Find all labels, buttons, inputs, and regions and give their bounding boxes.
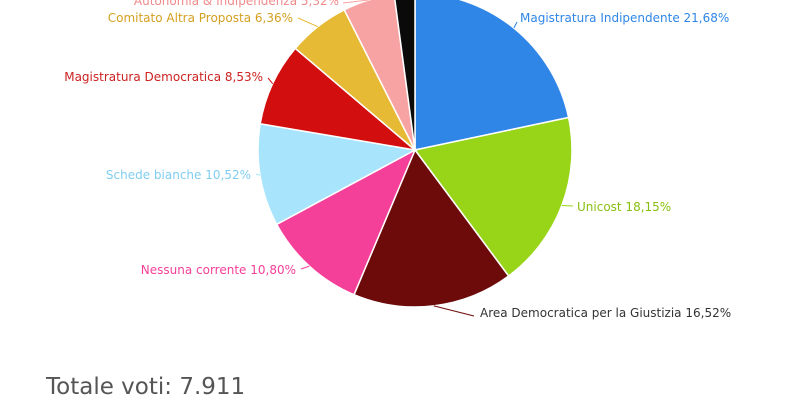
slice-label-7: Comitato Altra Proposta 6,36% (108, 11, 293, 25)
leader-line-6 (267, 77, 274, 85)
leader-line-7 (297, 17, 319, 28)
leader-line-8 (342, 0, 369, 4)
total-votes: Totale voti: 7.911 (46, 374, 246, 400)
pie-slice-4 (275, 148, 417, 296)
slice-label-3: Area Democratica per la Giustizia 16,52% (480, 306, 731, 320)
pie-slice-6 (259, 47, 418, 152)
slice-label-6: Magistratura Democratica 8,53% (64, 70, 263, 84)
leader-line-1 (513, 21, 518, 29)
leader-line-4 (300, 265, 310, 270)
leader-line-5 (255, 173, 261, 176)
pie-slice-1 (414, 0, 570, 151)
slice-label-4: Nessuna corrente 10,80% (141, 263, 296, 277)
slice-label-8: Autonomia & Indipendenza 5,32% (134, 0, 339, 8)
slice-label-2: Unicost 18,15% (577, 200, 671, 214)
leader-line-2 (561, 205, 574, 207)
pie-slice-9 (394, 0, 416, 151)
slice-label-1: Magistratura Indipendente 21,68% (520, 11, 729, 25)
slice-label-5: Schede bianche 10,52% (106, 168, 251, 182)
pie-slice-3 (353, 148, 510, 308)
leader-line-3 (433, 305, 475, 317)
